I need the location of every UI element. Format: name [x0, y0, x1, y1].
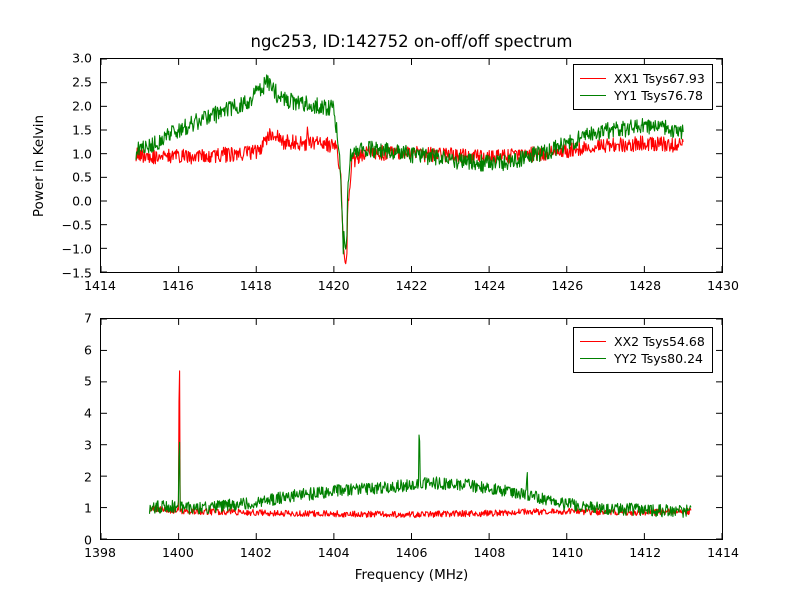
bottom-xtick-1414: 1414 [707, 545, 739, 560]
bottom-panel-xlabel: Frequency (MHz) [354, 567, 469, 583]
top-ytick-1.5: 1.5 [72, 122, 92, 138]
top-xtick-1430: 1430 [707, 278, 739, 293]
bottom-ytick-0: 0 [84, 532, 92, 548]
top-ytick--0.5: −0.5 [61, 217, 92, 233]
top-ytick-1.0: 1.0 [72, 146, 92, 162]
top-xtick-1420: 1420 [317, 278, 350, 293]
bottom-ytick-5: 5 [84, 373, 92, 389]
legend-label: YY2 Tsys80.24 [614, 351, 703, 366]
bottom-ytick-6: 6 [84, 342, 92, 358]
bottom-xtick-1398: 1398 [84, 545, 116, 560]
bottom-panel-traces [101, 319, 722, 539]
legend-entry: YY2 Tsys80.24 [580, 350, 705, 367]
legend-line-icon [580, 78, 606, 79]
top-xtick-1422: 1422 [395, 278, 428, 293]
legend-line-icon [580, 358, 606, 359]
legend-line-icon [580, 341, 606, 342]
trace-yy1 [136, 75, 683, 254]
bottom-xtick-1404: 1404 [317, 545, 350, 560]
bottom-ytick-2: 2 [84, 469, 92, 485]
top-panel-traces [101, 59, 722, 272]
legend-entry: YY1 Tsys76.78 [580, 87, 705, 104]
bottom-ytick-7: 7 [84, 310, 92, 326]
bottom-xtick-1402: 1402 [239, 545, 272, 560]
top-ytick-0.0: 0.0 [72, 193, 92, 209]
bottom-ytick-1: 1 [84, 500, 92, 516]
bottom-ytick-3: 3 [84, 437, 92, 453]
legend-label: YY1 Tsys76.78 [614, 88, 703, 103]
legend-entry: XX2 Tsys54.68 [580, 333, 705, 350]
page-title: ngc253, ID:142752 on-off/off spectrum [250, 32, 573, 51]
top-xtick-1426: 1426 [551, 278, 584, 293]
trace-yy2 [150, 435, 691, 517]
top-ytick--1.5: −1.5 [61, 265, 92, 281]
trace-xx1 [136, 127, 683, 264]
top-xtick-1424: 1424 [473, 278, 506, 293]
top-panel-legend: XX1 Tsys67.93 YY1 Tsys76.78 [573, 64, 713, 110]
legend-line-icon [580, 95, 606, 96]
bottom-xtick-1406: 1406 [395, 545, 428, 560]
legend-label: XX1 Tsys67.93 [614, 71, 705, 86]
top-ytick-2.0: 2.0 [72, 98, 92, 114]
bottom-xtick-1400: 1400 [161, 545, 194, 560]
top-ytick-2.5: 2.5 [72, 74, 92, 90]
top-xtick-1414: 1414 [84, 278, 116, 293]
top-xtick-1428: 1428 [629, 278, 662, 293]
bottom-panel-legend: XX2 Tsys54.68 YY2 Tsys80.24 [573, 327, 713, 373]
legend-entry: XX1 Tsys67.93 [580, 70, 705, 87]
legend-label: XX2 Tsys54.68 [614, 334, 705, 349]
bottom-xtick-1412: 1412 [629, 545, 662, 560]
bottom-ytick-4: 4 [84, 405, 92, 421]
bottom-xtick-1410: 1410 [551, 545, 584, 560]
top-ytick-3.0: 3.0 [72, 50, 92, 66]
top-ytick--1.0: −1.0 [61, 241, 92, 257]
top-xtick-1418: 1418 [239, 278, 272, 293]
top-ytick-0.5: 0.5 [72, 169, 92, 185]
bottom-xtick-1408: 1408 [473, 545, 506, 560]
top-xtick-1416: 1416 [161, 278, 194, 293]
